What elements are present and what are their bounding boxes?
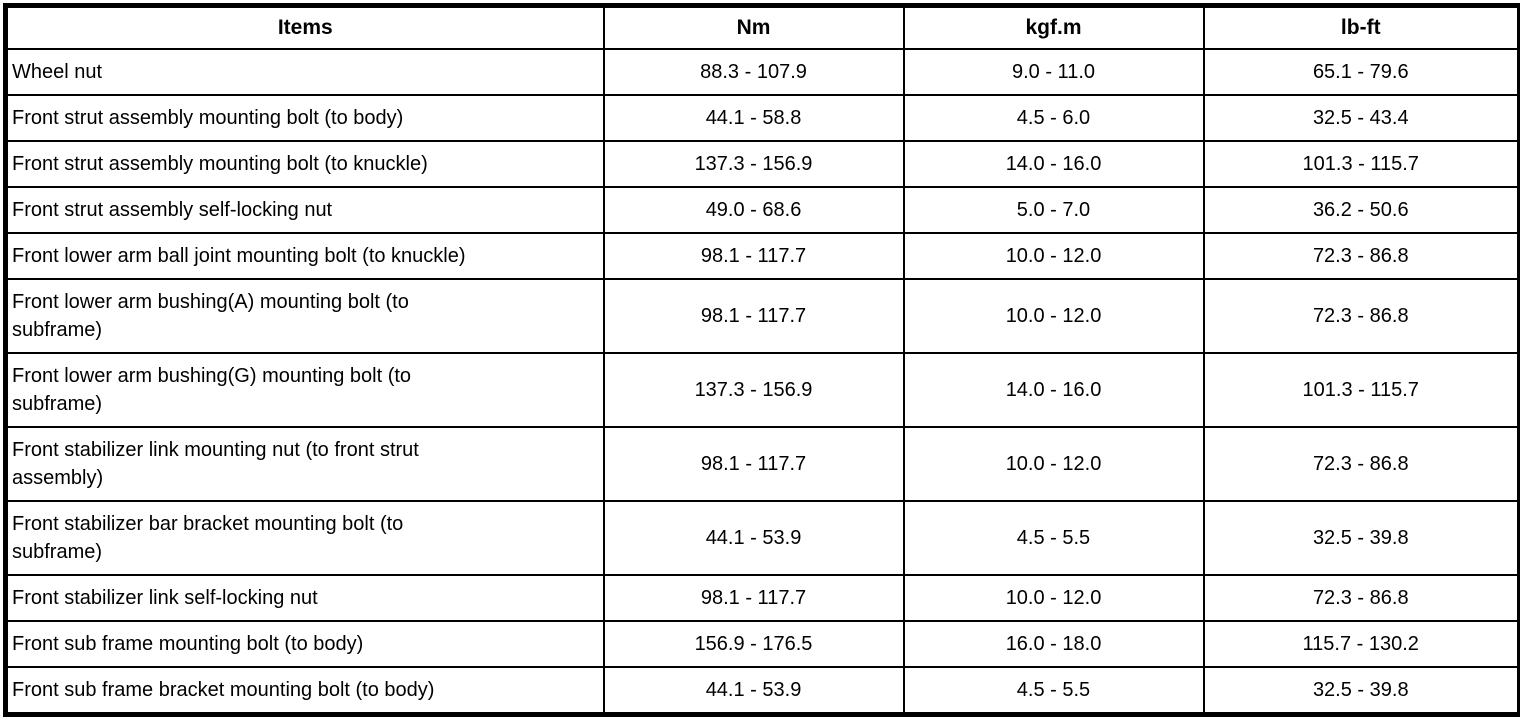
nm-cell: 44.1 - 53.9 <box>602 666 905 716</box>
column-header-kgfm: kgf.m <box>902 4 1205 50</box>
lbft-cell: 72.3 - 86.8 <box>1202 232 1520 280</box>
item-cell: Front lower arm bushing(A) mounting bolt… <box>4 278 605 354</box>
lbft-cell: 101.3 - 115.7 <box>1202 352 1520 428</box>
table-row: Front lower arm bushing(A) mounting bolt… <box>4 278 1520 354</box>
header-row: Items Nm kgf.m lb-ft <box>4 4 1520 50</box>
kgfm-cell: 10.0 - 12.0 <box>902 278 1205 354</box>
table-row: Front lower arm ball joint mounting bolt… <box>4 232 1520 280</box>
table-row: Front strut assembly self-locking nut 49.… <box>4 186 1520 234</box>
lbft-cell: 72.3 - 86.8 <box>1202 278 1520 354</box>
table-row: Front sub frame mounting bolt (to body) 1… <box>4 620 1520 668</box>
item-cell: Front lower arm bushing(G) mounting bolt… <box>4 352 605 428</box>
lbft-cell: 72.3 - 86.8 <box>1202 426 1520 502</box>
lbft-cell: 115.7 - 130.2 <box>1202 620 1520 668</box>
column-header-items: Items <box>4 4 605 50</box>
lbft-cell: 72.3 - 86.8 <box>1202 574 1520 622</box>
table-row: Front strut assembly mounting bolt (to k… <box>4 140 1520 188</box>
table-row: Front lower arm bushing(G) mounting bolt… <box>4 352 1520 428</box>
document-page: Items Nm kgf.m lb-ft Wheel nut 88.3 - 107… <box>3 3 1520 717</box>
nm-cell: 98.1 - 117.7 <box>602 278 905 354</box>
item-cell: Front stabilizer link self-locking nut <box>4 574 605 622</box>
kgfm-cell: 5.0 - 7.0 <box>902 186 1205 234</box>
table-body: Wheel nut 88.3 - 107.9 9.0 - 11.0 65.1 - 79… <box>4 48 1520 716</box>
kgfm-cell: 10.0 - 12.0 <box>902 574 1205 622</box>
item-cell: Front strut assembly self-locking nut <box>4 186 605 234</box>
nm-cell: 98.1 - 117.7 <box>602 426 905 502</box>
lbft-cell: 32.5 - 43.4 <box>1202 94 1520 142</box>
nm-cell: 98.1 - 117.7 <box>602 232 905 280</box>
item-cell: Front stabilizer bar bracket mounting bo… <box>4 500 605 576</box>
table-row: Wheel nut 88.3 - 107.9 9.0 - 11.0 65.1 - 79… <box>4 48 1520 96</box>
nm-cell: 98.1 - 117.7 <box>602 574 905 622</box>
table-row: Front stabilizer bar bracket mounting bo… <box>4 500 1520 576</box>
kgfm-cell: 4.5 - 6.0 <box>902 94 1205 142</box>
lbft-cell: 32.5 - 39.8 <box>1202 666 1520 716</box>
column-header-lbft: lb-ft <box>1202 4 1520 50</box>
item-cell: Front sub frame mounting bolt (to body) <box>4 620 605 668</box>
table-row: Front strut assembly mounting bolt (to b… <box>4 94 1520 142</box>
nm-cell: 137.3 - 156.9 <box>602 352 905 428</box>
nm-cell: 156.9 - 176.5 <box>602 620 905 668</box>
item-cell: Front sub frame bracket mounting bolt (t… <box>4 666 605 716</box>
nm-cell: 44.1 - 53.9 <box>602 500 905 576</box>
nm-cell: 49.0 - 68.6 <box>602 186 905 234</box>
table-row: Front sub frame bracket mounting bolt (t… <box>4 666 1520 716</box>
torque-spec-table: Items Nm kgf.m lb-ft Wheel nut 88.3 - 107… <box>3 3 1520 717</box>
kgfm-cell: 4.5 - 5.5 <box>902 666 1205 716</box>
column-header-nm: Nm <box>602 4 905 50</box>
item-cell: Front strut assembly mounting bolt (to k… <box>4 140 605 188</box>
table-row: Front stabilizer link self-locking nut 98… <box>4 574 1520 622</box>
lbft-cell: 65.1 - 79.6 <box>1202 48 1520 96</box>
lbft-cell: 32.5 - 39.8 <box>1202 500 1520 576</box>
kgfm-cell: 16.0 - 18.0 <box>902 620 1205 668</box>
item-cell: Front strut assembly mounting bolt (to b… <box>4 94 605 142</box>
nm-cell: 88.3 - 107.9 <box>602 48 905 96</box>
kgfm-cell: 4.5 - 5.5 <box>902 500 1205 576</box>
table-row: Front stabilizer link mounting nut (to f… <box>4 426 1520 502</box>
lbft-cell: 36.2 - 50.6 <box>1202 186 1520 234</box>
kgfm-cell: 14.0 - 16.0 <box>902 140 1205 188</box>
nm-cell: 44.1 - 58.8 <box>602 94 905 142</box>
kgfm-cell: 14.0 - 16.0 <box>902 352 1205 428</box>
nm-cell: 137.3 - 156.9 <box>602 140 905 188</box>
item-cell: Wheel nut <box>4 48 605 96</box>
kgfm-cell: 10.0 - 12.0 <box>902 426 1205 502</box>
kgfm-cell: 9.0 - 11.0 <box>902 48 1205 96</box>
item-cell: Front lower arm ball joint mounting bolt… <box>4 232 605 280</box>
item-cell: Front stabilizer link mounting nut (to f… <box>4 426 605 502</box>
kgfm-cell: 10.0 - 12.0 <box>902 232 1205 280</box>
lbft-cell: 101.3 - 115.7 <box>1202 140 1520 188</box>
